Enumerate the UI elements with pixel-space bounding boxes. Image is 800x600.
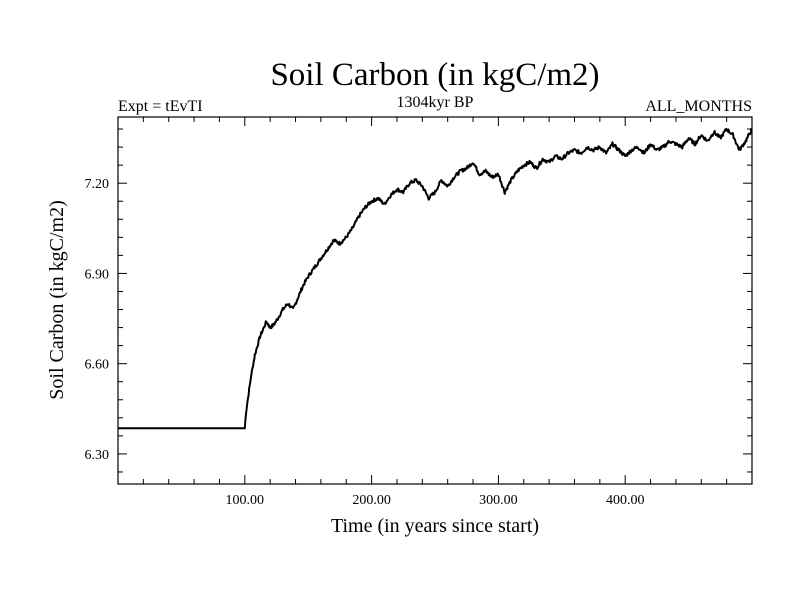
y-tick-label: 6.90 <box>85 267 110 282</box>
x-tick-label: 300.00 <box>479 493 518 508</box>
plot-frame <box>117 116 753 485</box>
period-label: 1304kyr BP <box>397 94 474 111</box>
soil-carbon-line <box>117 127 753 430</box>
experiment-label: Expt = tEvTI <box>118 98 203 115</box>
y-tick-label: 6.30 <box>85 448 110 463</box>
months-label: ALL_MONTHS <box>645 98 752 115</box>
y-axis-label: Soil Carbon (in kgC/m2) <box>46 200 68 399</box>
x-tick-label: 200.00 <box>352 493 391 508</box>
x-axis-label: Time (in years since start) <box>331 515 539 537</box>
x-tick-label: 100.00 <box>226 493 265 508</box>
x-tick-label: 400.00 <box>606 493 645 508</box>
plot-area: 100.00 200.00 300.00 400.00 6.30 6.60 6.90 7.20 <box>85 116 753 508</box>
y-tick-label: 6.60 <box>85 358 110 373</box>
y-tick-label: 7.20 <box>85 177 110 192</box>
chart-title: Soil Carbon (in kgC/m2) <box>270 57 599 93</box>
